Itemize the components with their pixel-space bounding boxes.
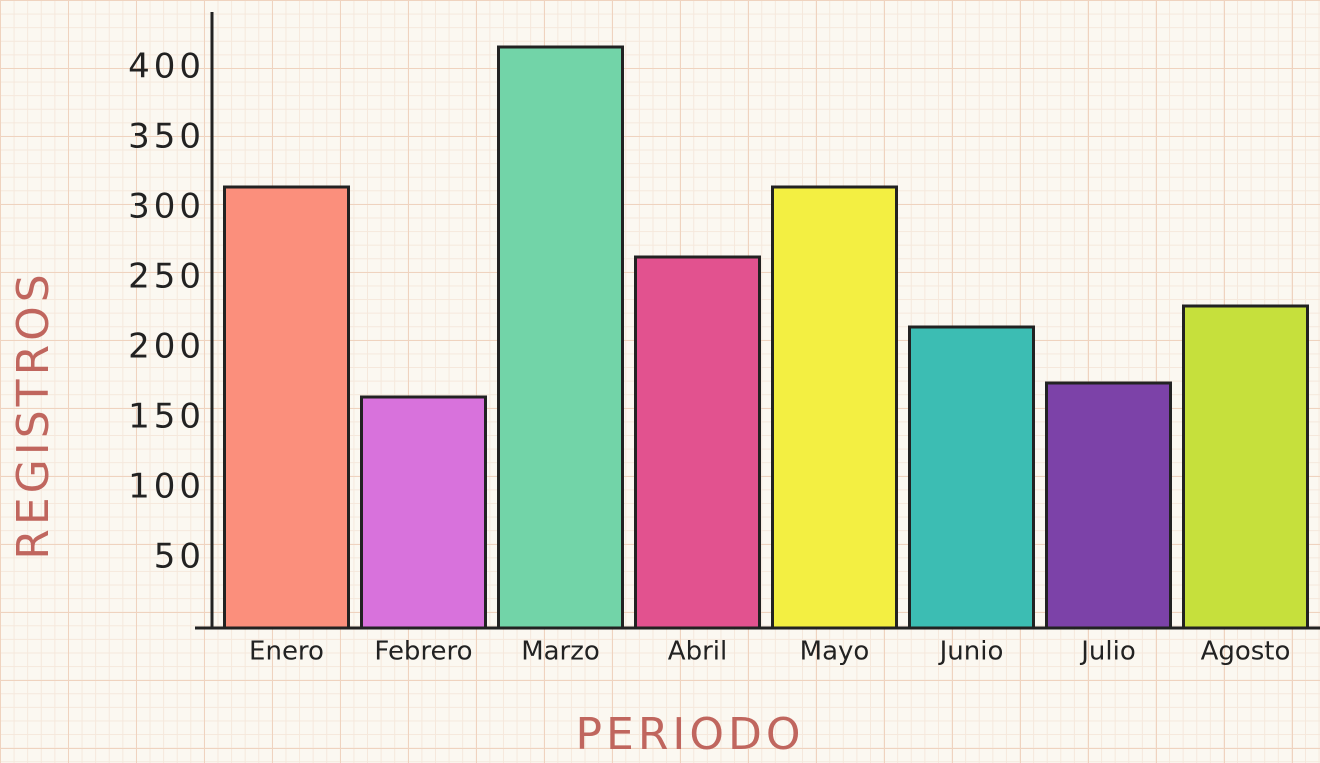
- x-axis-label: PERIODO: [575, 709, 804, 760]
- bar: [636, 257, 760, 628]
- chart: PERIODO REGISTROS 50 100 150 200 250 300 350 40…: [0, 0, 1320, 763]
- y-tick-label: 250: [128, 257, 205, 297]
- bar: [910, 327, 1034, 628]
- x-tick-label: Junio: [938, 637, 1004, 667]
- x-tick-label: Agosto: [1201, 637, 1291, 667]
- x-tick-label: Febrero: [374, 637, 472, 667]
- x-tick-label: Abril: [668, 637, 727, 667]
- bar: [362, 397, 486, 628]
- bar: [499, 47, 623, 628]
- bar: [773, 187, 897, 628]
- x-tick-label: Mayo: [800, 637, 870, 667]
- bar: [1184, 306, 1308, 628]
- x-tick-label: Enero: [249, 637, 324, 667]
- bar: [1047, 383, 1171, 628]
- y-tick-label: 400: [128, 47, 205, 87]
- y-tick-label: 100: [128, 467, 205, 507]
- y-tick-label: 150: [128, 397, 205, 437]
- y-axis-label: REGISTROS: [8, 270, 59, 559]
- y-tick-label: 350: [128, 117, 205, 157]
- bar: [225, 187, 349, 628]
- y-tick-label: 50: [154, 537, 205, 577]
- page: PERIODO REGISTROS 50 100 150 200 250 300 350 40…: [0, 0, 1320, 763]
- x-tick-label: Marzo: [521, 637, 600, 667]
- y-tick-label: 300: [128, 187, 205, 227]
- y-tick-label: 200: [128, 327, 205, 367]
- x-tick-label: Julio: [1079, 637, 1136, 667]
